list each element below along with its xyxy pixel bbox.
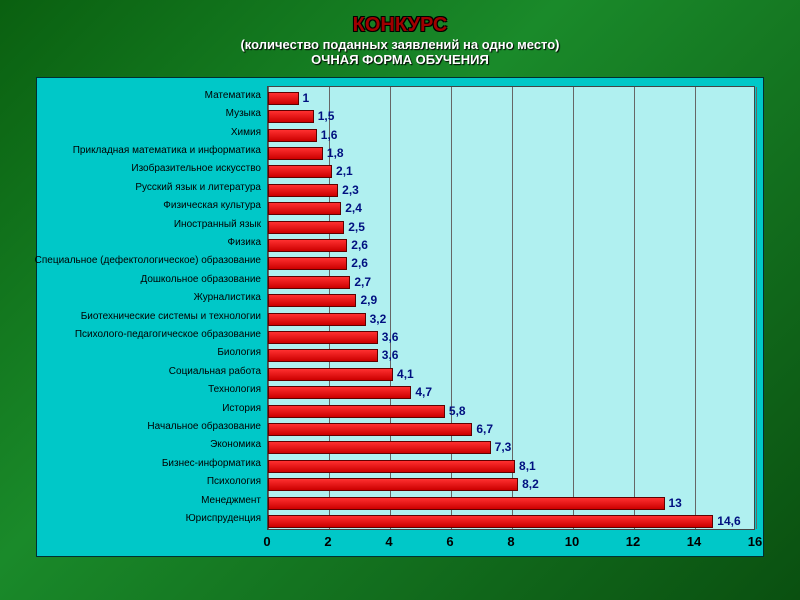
gridline — [634, 87, 635, 529]
value-label: 1 — [303, 91, 310, 105]
gridline — [756, 87, 757, 529]
x-tick-label: 8 — [507, 534, 514, 549]
value-label: 2,9 — [360, 293, 377, 307]
category-label: Русский язык и литература — [135, 182, 261, 193]
value-label: 2,6 — [351, 238, 368, 252]
category-label: Дошкольное образование — [140, 274, 261, 285]
bar — [268, 294, 356, 307]
value-label: 6,7 — [476, 422, 493, 436]
value-label: 2,5 — [348, 220, 365, 234]
x-tick-label: 16 — [748, 534, 762, 549]
bar — [268, 331, 378, 344]
bar — [268, 405, 445, 418]
value-label: 1,6 — [321, 128, 338, 142]
bar — [268, 423, 472, 436]
category-label: Журналистика — [194, 292, 261, 303]
bar — [268, 184, 338, 197]
value-label: 2,3 — [342, 183, 359, 197]
category-label: Физика — [227, 237, 261, 248]
category-label: Химия — [231, 127, 261, 138]
category-label: Биотехнические системы и технологии — [81, 311, 261, 322]
bar — [268, 129, 317, 142]
category-label: Специальное (дефектологическое) образова… — [35, 255, 261, 266]
value-label: 4,7 — [415, 385, 432, 399]
bar — [268, 165, 332, 178]
category-label: Математика — [205, 90, 261, 101]
value-label: 14,6 — [717, 514, 740, 528]
bar — [268, 276, 350, 289]
bar — [268, 441, 491, 454]
bar — [268, 202, 341, 215]
x-tick-label: 4 — [385, 534, 392, 549]
category-label: История — [222, 403, 261, 414]
category-label: Экономика — [210, 439, 261, 450]
gridline — [573, 87, 574, 529]
category-label: Менеджмент — [201, 495, 261, 506]
category-label: Прикладная математика и информатика — [73, 145, 261, 156]
value-label: 5,8 — [449, 404, 466, 418]
category-label: Музыка — [226, 108, 261, 119]
bar — [268, 478, 518, 491]
chart-frame: 1 1,5 1,6 1,8 2,1 2,3 2,4 2,5 2,6 2,6 2,7 2,9 3,2 3,6… — [36, 77, 764, 557]
value-label: 3,2 — [370, 312, 387, 326]
title-block: КОНКУРС (количество поданных заявлений н… — [240, 0, 559, 77]
value-label: 4,1 — [397, 367, 414, 381]
bar — [268, 386, 411, 399]
value-label: 8,2 — [522, 477, 539, 491]
title-sub2: ОЧНАЯ ФОРМА ОБУЧЕНИЯ — [240, 52, 559, 67]
value-label: 8,1 — [519, 459, 536, 473]
title-main: КОНКУРС — [240, 14, 559, 37]
value-label: 1,8 — [327, 146, 344, 160]
category-label: Бизнес-информатика — [162, 458, 261, 469]
bar — [268, 515, 713, 528]
value-label: 2,1 — [336, 164, 353, 178]
title-sub1: (количество поданных заявлений на одно м… — [240, 37, 559, 52]
x-tick-label: 2 — [324, 534, 331, 549]
x-tick-label: 14 — [687, 534, 701, 549]
plot-area: 1 1,5 1,6 1,8 2,1 2,3 2,4 2,5 2,6 2,6 2,7 2,9 3,2 3,6… — [267, 86, 755, 530]
x-tick-label: 10 — [565, 534, 579, 549]
value-label: 2,6 — [351, 256, 368, 270]
value-label: 3,6 — [382, 348, 399, 362]
value-label: 2,7 — [354, 275, 371, 289]
value-label: 2,4 — [345, 201, 362, 215]
bar — [268, 221, 344, 234]
category-label: Технология — [208, 384, 261, 395]
category-label: Биология — [217, 347, 261, 358]
x-tick-label: 0 — [263, 534, 270, 549]
bar — [268, 239, 347, 252]
bar — [268, 368, 393, 381]
bar — [268, 257, 347, 270]
category-label: Изобразительное искусство — [131, 163, 261, 174]
bar — [268, 497, 665, 510]
category-label: Социальная работа — [169, 366, 261, 377]
value-label: 3,6 — [382, 330, 399, 344]
value-label: 7,3 — [495, 440, 512, 454]
bar — [268, 147, 323, 160]
category-label: Физическая культура — [163, 200, 261, 211]
x-tick-label: 6 — [446, 534, 453, 549]
category-label: Начальное образование — [147, 421, 261, 432]
value-label: 13 — [669, 496, 682, 510]
bar — [268, 313, 366, 326]
category-label: Психология — [207, 476, 261, 487]
bar — [268, 349, 378, 362]
x-tick-label: 12 — [626, 534, 640, 549]
category-label: Юриспруденция — [186, 513, 261, 524]
bar — [268, 110, 314, 123]
category-label: Психолого-педагогическое образование — [75, 329, 261, 340]
category-label: Иностранный язык — [174, 219, 261, 230]
value-label: 1,5 — [318, 109, 335, 123]
gridline — [695, 87, 696, 529]
bar — [268, 460, 515, 473]
bar — [268, 92, 299, 105]
